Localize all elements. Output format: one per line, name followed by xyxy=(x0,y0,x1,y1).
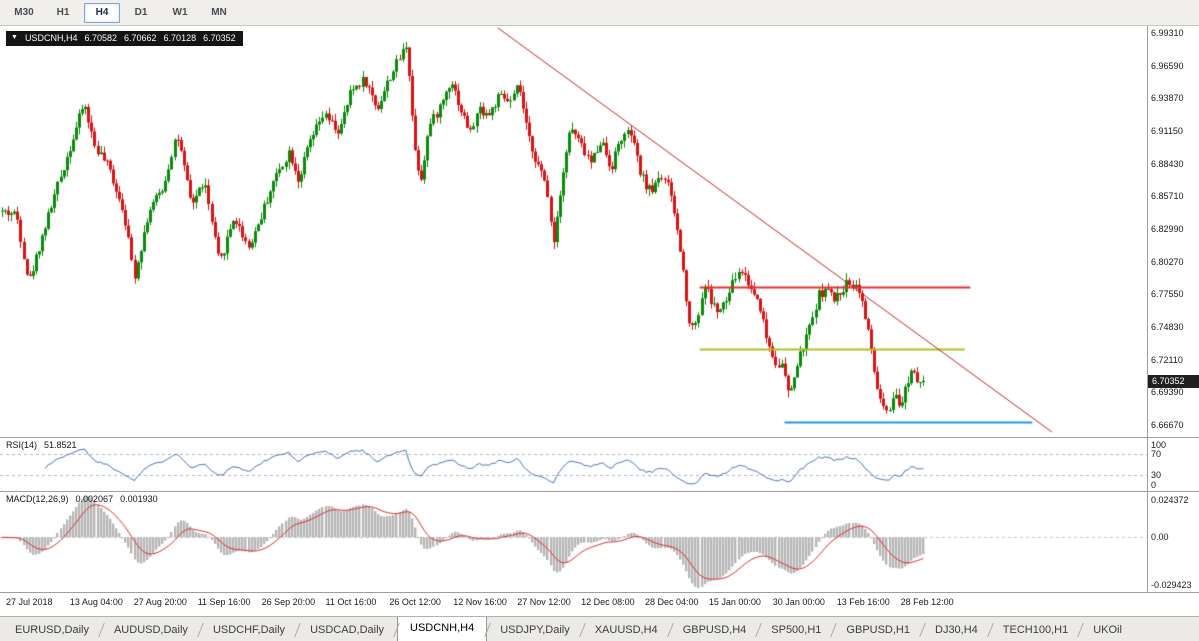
time-axis-label: 27 Jul 2018 xyxy=(6,597,53,607)
chart-tab-ukoil[interactable]: UKOil xyxy=(1093,624,1122,636)
chart-symbol-info: ▼ USDCNH,H4 6.70582 6.70662 6.70128 6.70… xyxy=(6,31,243,46)
rsi-pane-separator[interactable] xyxy=(0,437,1199,438)
price-axis-label: 6.69390 xyxy=(1151,387,1184,398)
chart-tab-usdjpy-daily[interactable]: USDJPY,Daily xyxy=(500,624,570,636)
chart-tab-xauusd-h4[interactable]: XAUUSD,H4 xyxy=(594,624,658,636)
close-value: 6.70352 xyxy=(203,33,236,43)
dropdown-triangle-icon: ▼ xyxy=(11,34,18,41)
time-axis-label: 13 Aug 04:00 xyxy=(69,597,123,607)
chart-canvas[interactable] xyxy=(0,26,1147,592)
chart-tab-audusd-daily[interactable]: AUDUSD,Daily xyxy=(113,624,188,636)
time-axis[interactable]: 27 Jul 2018 13 Aug 04:00 27 Aug 20:00 11 Se… xyxy=(0,593,1147,615)
time-axis-label: 11 Oct 16:00 xyxy=(325,597,377,607)
rsi-axis-label: 0 xyxy=(1151,480,1157,490)
chart-tabs-bar: EURUSD,Daily AUDUSD,Daily USDCHF,Daily USDC… xyxy=(0,616,1199,641)
price-axis-label: 6.91150 xyxy=(1151,125,1183,136)
open-value: 6.70582 xyxy=(84,33,117,43)
chart-tab-usdchf-daily[interactable]: USDCHF,Daily xyxy=(212,624,286,636)
macd-pane-separator[interactable] xyxy=(0,491,1199,492)
timeframe-button-h4[interactable]: H4 xyxy=(84,2,120,23)
timeframe-button-d1[interactable]: D1 xyxy=(134,7,148,18)
rsi-indicator-value: 51.8521 xyxy=(44,440,77,450)
time-axis-label: 26 Oct 12:00 xyxy=(389,597,441,607)
time-axis-label: 28 Dec 04:00 xyxy=(645,597,699,607)
chart-tab-sp500-h1[interactable]: SP500,H1 xyxy=(771,624,822,636)
rsi-axis-label: 70 xyxy=(1151,448,1162,459)
macd-axis-label: 0.00 xyxy=(1151,532,1169,543)
macd-axis-label: -0.029423 xyxy=(1151,580,1192,590)
price-axis-label: 6.99310 xyxy=(1151,27,1184,38)
chart-tab-tech100-h1[interactable]: TECH100,H1 xyxy=(1002,624,1069,636)
rsi-indicator-name: RSI(14) xyxy=(6,440,38,450)
chart-tab-gbpusd-h4[interactable]: GBPUSD,H4 xyxy=(682,624,747,636)
symbol-period-label: USDCNH,H4 xyxy=(24,33,78,43)
high-value: 6.70662 xyxy=(124,33,157,43)
time-axis-label: 13 Feb 16:00 xyxy=(836,597,890,607)
chart-tab-dj30-h4[interactable]: DJ30,H4 xyxy=(935,624,978,636)
price-axis[interactable]: 6.99310 6.96590 6.93870 6.91150 6.88430 6.857… xyxy=(1148,26,1199,592)
chart-tab-usdcad-daily[interactable]: USDCAD,Daily xyxy=(310,624,385,636)
macd-panel-label: MACD(12,26,9) 0.002067 0.001930 xyxy=(6,494,158,504)
timeframe-button-h1[interactable]: H1 xyxy=(56,7,70,18)
time-axis-label: 15 Jan 00:00 xyxy=(708,597,761,607)
price-axis-label: 6.93870 xyxy=(1151,93,1184,104)
chart-tab-gbpusd-h1[interactable]: GBPUSD,H1 xyxy=(846,624,910,636)
price-axis-label: 6.85710 xyxy=(1151,191,1184,202)
time-axis-label: 27 Nov 12:00 xyxy=(517,597,571,607)
rsi-panel-label: RSI(14) 51.8521 xyxy=(6,440,77,450)
timeframe-toolbar: M30 H1 H4 D1 W1 MN xyxy=(0,0,1199,26)
price-axis-label: 6.77550 xyxy=(1151,289,1184,300)
time-axis-label: 28 Feb 12:00 xyxy=(900,597,954,607)
time-axis-label: 26 Sep 20:00 xyxy=(261,597,316,607)
macd-indicator-value1: 0.002067 xyxy=(75,494,114,504)
timeframe-button-w1[interactable]: W1 xyxy=(172,7,188,18)
macd-indicator-name: MACD(12,26,9) xyxy=(6,494,69,504)
low-value: 6.70128 xyxy=(163,33,197,43)
rsi-axis-label: 100 xyxy=(1151,440,1167,450)
chart-tab-usdcnh-h4[interactable]: USDCNH,H4 xyxy=(397,617,488,641)
price-axis-label: 6.66670 xyxy=(1151,419,1184,430)
current-price-badge: 6.70352 xyxy=(1148,374,1199,388)
price-axis-label: 6.72110 xyxy=(1151,354,1183,365)
price-axis-label: 6.82990 xyxy=(1151,223,1184,234)
macd-axis-label: 0.024372 xyxy=(1151,495,1189,505)
axis-separator xyxy=(1147,26,1148,592)
macd-indicator-value2: 0.001930 xyxy=(120,494,158,504)
price-axis-label: 6.74830 xyxy=(1151,321,1184,332)
price-axis-label: 6.96590 xyxy=(1151,60,1184,71)
time-axis-label: 12 Nov 16:00 xyxy=(453,597,507,607)
time-axis-label: 30 Jan 00:00 xyxy=(772,597,825,607)
chart-tab-eurusd-daily[interactable]: EURUSD,Daily xyxy=(15,624,89,636)
time-axis-label: 12 Dec 08:00 xyxy=(581,597,635,607)
time-axis-label: 27 Aug 20:00 xyxy=(133,597,187,607)
timeframe-button-m30[interactable]: M30 xyxy=(14,7,34,18)
price-axis-label: 6.80270 xyxy=(1151,256,1184,267)
time-axis-separator xyxy=(0,592,1199,593)
timeframe-button-mn[interactable]: MN xyxy=(211,7,227,18)
rsi-axis-label: 30 xyxy=(1151,470,1162,481)
price-axis-label: 6.88430 xyxy=(1151,158,1184,169)
time-axis-label: 11 Sep 16:00 xyxy=(197,597,251,607)
